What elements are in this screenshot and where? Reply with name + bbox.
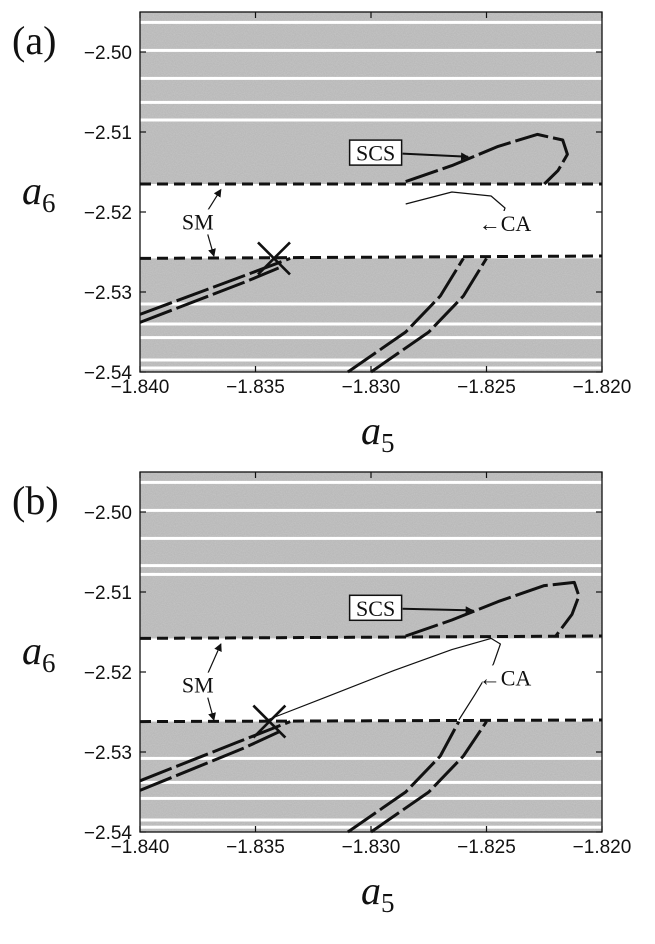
annotation-scs: SCS	[348, 594, 474, 622]
clear-band	[140, 302, 602, 306]
x-tick-label: −1.840	[111, 377, 170, 398]
y-axis-label-main: a	[22, 628, 42, 673]
y-axis-label: a6	[22, 168, 56, 218]
saddle-x-marker	[257, 241, 291, 276]
x-axis-label-subscript: 5	[381, 428, 395, 458]
label-bg	[482, 665, 528, 690]
label-bg	[181, 209, 214, 234]
annotation-arrow	[402, 606, 474, 615]
y-tick-label: −2.50	[84, 43, 132, 64]
x-tick-label: −1.840	[111, 837, 170, 858]
x-axis-label-main: a	[361, 868, 381, 913]
clear-band	[140, 48, 602, 52]
panel-b: (b)SCSSMSM←CA−1.840−1.835−1.830−1.825−1.…	[12, 471, 632, 918]
lower-left-pair-2-line	[139, 266, 280, 324]
sm-lower-line	[139, 254, 603, 260]
label-bg	[482, 211, 528, 235]
panel-label: (b)	[12, 478, 59, 523]
scs-line	[405, 580, 581, 638]
annotation-arrow	[207, 643, 222, 674]
lower-right-pair-2-line	[370, 257, 488, 374]
chaotic-region	[140, 12, 602, 372]
clear-band	[140, 564, 602, 568]
x-tick-label: −1.825	[457, 837, 516, 858]
y-axis-label: a6	[22, 628, 56, 678]
label-box	[348, 139, 403, 166]
clear-band	[140, 536, 602, 540]
annotation-text: SM	[182, 673, 214, 698]
annotation-text: SCS	[356, 141, 395, 166]
lower-left-pair-1-line	[139, 256, 291, 316]
clear-band	[140, 796, 602, 800]
y-tick-label: −2.50	[84, 503, 132, 524]
x-tick-label: −1.835	[226, 377, 285, 398]
y-tick-label: −2.52	[84, 663, 132, 684]
y-axis-label-subscript: 6	[42, 188, 56, 218]
lower-left-pair-2-line	[139, 730, 280, 792]
annotation-text: ←CA	[479, 211, 532, 236]
annotation-sm: SM	[181, 209, 216, 257]
clear-band	[140, 118, 602, 122]
annotation-sm: SM	[181, 672, 216, 721]
x-axis-label-main: a	[361, 408, 381, 453]
sm-upper-line	[139, 634, 603, 640]
label-box	[348, 594, 403, 622]
x-tick-label: −1.820	[573, 837, 632, 858]
annotation-ca: ←CA	[479, 211, 532, 236]
annotation-scs: SCS	[348, 139, 470, 166]
annotation-arrow	[207, 188, 222, 211]
annotation-arrow	[402, 152, 470, 161]
clear-band	[140, 508, 602, 512]
x-tick-label: −1.830	[342, 377, 401, 398]
clear-band	[140, 756, 602, 760]
x-axis-label: a5	[361, 408, 395, 458]
clear-band	[140, 818, 602, 822]
y-tick-label: −2.51	[84, 583, 132, 604]
y-axis-label-main: a	[22, 168, 42, 213]
clear-band	[140, 480, 602, 484]
clear-band	[140, 322, 602, 326]
x-tick-label: −1.825	[457, 377, 516, 398]
y-tick-label: −2.54	[84, 823, 133, 844]
clear-band	[140, 336, 602, 340]
lower-left-pair-1-line	[139, 720, 291, 783]
scs-line	[405, 132, 569, 186]
y-tick-label: −2.53	[84, 743, 132, 764]
lower-right-pair-2-line	[370, 720, 488, 834]
clear-band	[140, 780, 602, 784]
clear-band	[140, 20, 602, 24]
annotation-text: SM	[182, 209, 214, 234]
lower-right-pair-1-line	[347, 720, 461, 834]
clear-band	[140, 572, 602, 576]
annotation-arrow	[207, 697, 216, 721]
y-tick-label: −2.54	[84, 363, 133, 384]
sm-lower-line	[139, 718, 603, 724]
annotation-ca: ←CA	[479, 665, 532, 690]
panel-a: (a)SCSSMSM←CA−1.840−1.835−1.830−1.825−1.…	[12, 11, 632, 458]
y-tick-label: −2.52	[84, 203, 132, 224]
y-tick-label: −2.51	[84, 123, 132, 144]
annotation-arrow	[207, 234, 216, 257]
saddle-x-marker	[252, 704, 287, 739]
chaotic-region	[140, 472, 602, 832]
x-axis-label: a5	[361, 868, 395, 918]
x-tick-label: −1.835	[226, 837, 285, 858]
lower-right-pair-1-line	[347, 257, 465, 374]
clear-band	[140, 76, 602, 80]
x-axis-label-subscript: 5	[381, 888, 395, 918]
y-tick-label: −2.53	[84, 283, 132, 304]
y-axis-label-subscript: 6	[42, 648, 56, 678]
clear-band	[140, 100, 602, 104]
label-bg	[181, 672, 214, 697]
ca-line	[266, 637, 501, 721]
annotation-text: SCS	[356, 596, 395, 621]
clear-band	[140, 358, 602, 362]
x-tick-label: −1.820	[573, 377, 632, 398]
panel-label: (a)	[12, 18, 56, 63]
marker-stroke	[252, 704, 287, 739]
marker-stroke	[257, 241, 291, 276]
annotation-text: ←CA	[479, 665, 532, 690]
x-tick-label: −1.830	[342, 837, 401, 858]
